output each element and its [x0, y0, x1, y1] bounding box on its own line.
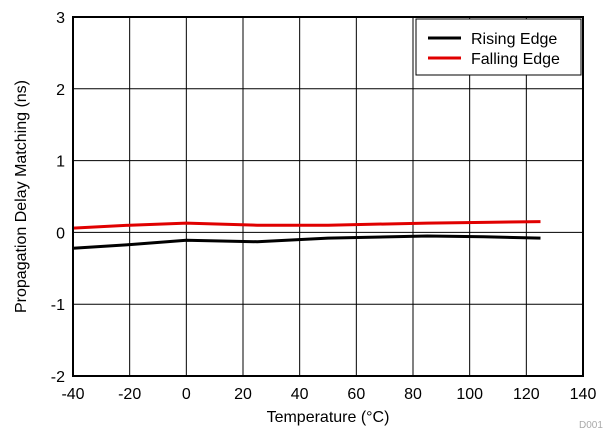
x-tick-label: 140 [570, 386, 597, 403]
series-lines [72, 220, 541, 250]
y-tick-labels: -2 -1 0 1 2 3 [51, 10, 65, 386]
legend-label: Rising Edge [471, 31, 557, 48]
x-tick-label: 80 [404, 386, 422, 403]
x-tick-label: 120 [513, 386, 540, 403]
x-tick-label: -40 [61, 386, 84, 403]
series-line-rising-edge [72, 234, 541, 250]
x-tick-labels: -40 -20 0 20 40 60 80 100 120 140 [61, 386, 596, 403]
y-axis-title: Propagation Delay Matching (ns) [13, 80, 30, 313]
y-tick-label: 0 [56, 225, 65, 242]
legend: Rising Edge Falling Edge [415, 18, 582, 76]
legend-label: Falling Edge [471, 51, 560, 68]
y-tick-label: 3 [56, 10, 65, 27]
x-axis-title: Temperature (°C) [267, 409, 390, 426]
plot-frame [72, 16, 584, 377]
y-tick-label: 2 [56, 82, 65, 99]
y-tick-label: 1 [56, 154, 65, 171]
legend-box [415, 18, 582, 76]
figure-code: D001 [579, 420, 603, 430]
x-tick-label: 60 [347, 386, 365, 403]
x-tick-label: 20 [234, 386, 252, 403]
x-tick-label: 40 [291, 386, 309, 403]
x-tick-label: 100 [456, 386, 483, 403]
x-tick-label: 0 [182, 386, 191, 403]
x-tick-label: -20 [118, 386, 141, 403]
y-tick-label: -1 [51, 297, 65, 314]
y-tick-label: -2 [51, 369, 65, 386]
series-line-falling-edge [72, 220, 541, 230]
